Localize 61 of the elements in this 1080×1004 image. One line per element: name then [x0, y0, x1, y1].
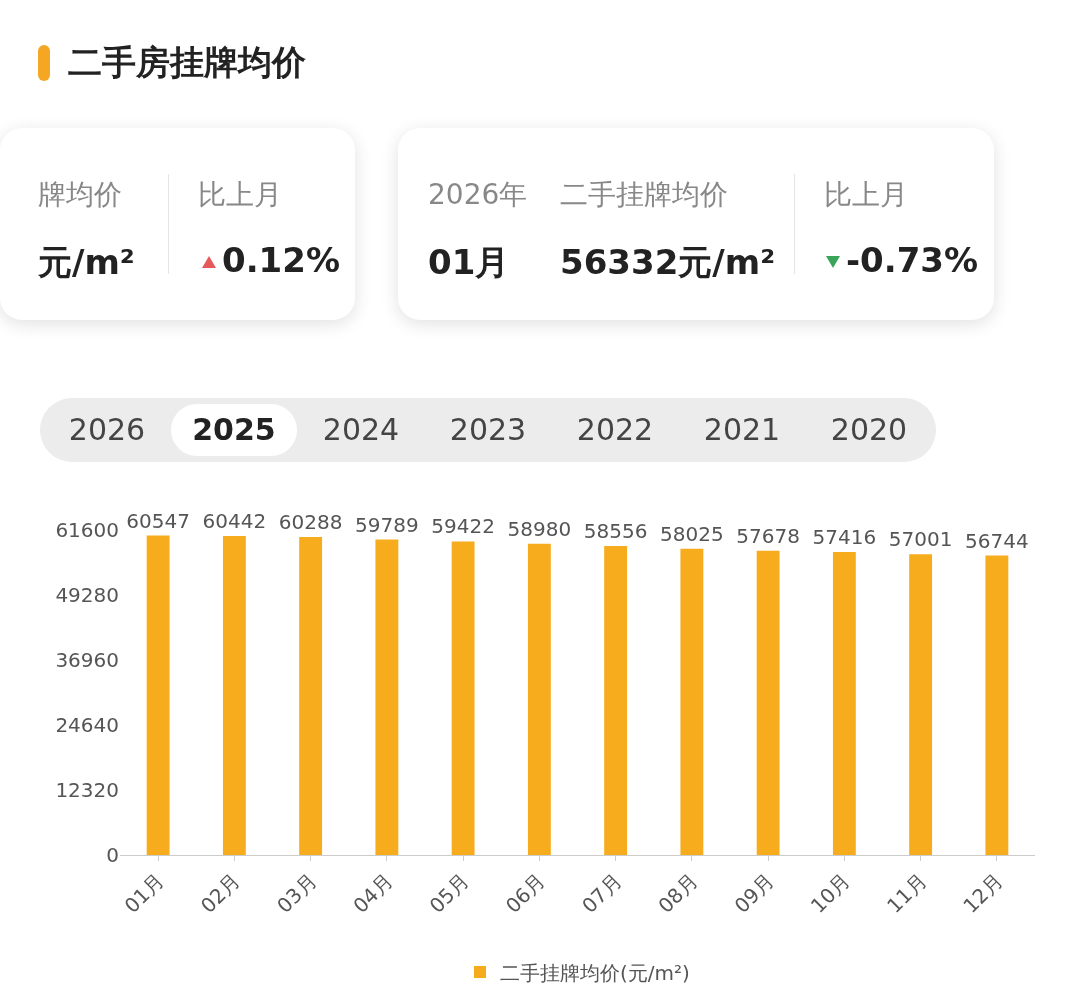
x-tick-label: 02月 — [195, 868, 245, 918]
bar — [222, 536, 246, 855]
text: 2023 — [448, 411, 528, 449]
y-tick-label: 36960 — [55, 648, 119, 672]
bar — [756, 550, 780, 855]
data-label: 60442 — [202, 509, 267, 534]
bar — [299, 536, 323, 855]
bar — [832, 552, 856, 855]
text: 二手挂牌均价 — [560, 177, 728, 213]
text: 元/m² — [38, 241, 135, 284]
legend-label: 二手挂牌均价(元/m²) — [500, 960, 690, 985]
bar — [985, 555, 1009, 855]
bar — [146, 535, 170, 855]
x-tick-label: 07月 — [577, 868, 627, 918]
y-tick-label: 49280 — [55, 583, 119, 607]
text: 0.12% — [222, 240, 340, 280]
text: 比上月 — [824, 177, 908, 213]
x-tick-label: 01月 — [119, 868, 169, 918]
text: 2022 — [575, 411, 655, 449]
data-label: 58025 — [660, 521, 724, 546]
data-label: 58556 — [583, 519, 648, 544]
data-label: 60288 — [278, 509, 343, 534]
text: 2021 — [702, 411, 782, 449]
text: 2024 — [321, 411, 401, 449]
x-tick-label: 10月 — [805, 868, 855, 918]
y-tick-label: 12320 — [55, 778, 119, 802]
x-tick-label: 04月 — [348, 868, 398, 918]
text: 01月 — [428, 241, 510, 284]
data-label: 58980 — [507, 516, 572, 541]
text: 2025 — [171, 404, 297, 456]
bar — [909, 554, 933, 855]
bar — [375, 539, 399, 855]
data-label: 57001 — [888, 527, 953, 552]
text: -0.73% — [846, 240, 979, 280]
text: 牌均价 — [38, 177, 122, 213]
text: 56332元/m² — [560, 241, 776, 284]
x-tick-label: 03月 — [272, 868, 322, 918]
data-label: 57416 — [812, 525, 877, 550]
bar — [451, 541, 475, 855]
data-label: 57678 — [736, 523, 800, 548]
x-tick-label: 05月 — [424, 868, 474, 918]
y-tick-label: 61600 — [55, 518, 119, 542]
x-tick-label: 08月 — [653, 868, 703, 918]
bar — [604, 546, 628, 855]
data-label: 60547 — [126, 508, 190, 533]
text: 2026 — [67, 411, 147, 449]
text: 2020 — [829, 411, 909, 449]
text: 2026年 — [428, 177, 528, 213]
bar — [527, 543, 551, 855]
data-label: 59422 — [431, 514, 495, 539]
chart-title: 二手房挂牌均价 — [68, 41, 306, 84]
x-tick-label: 12月 — [958, 868, 1008, 918]
x-tick-label: 11月 — [882, 868, 932, 918]
x-tick-label: 06月 — [500, 868, 550, 918]
y-tick-label: 24640 — [55, 713, 119, 737]
bar — [680, 548, 704, 855]
data-label: 59789 — [355, 512, 419, 537]
y-tick-label: 0 — [106, 843, 119, 867]
text: 比上月 — [198, 177, 282, 213]
x-tick-label: 09月 — [729, 868, 779, 918]
data-label: 56744 — [965, 528, 1029, 553]
